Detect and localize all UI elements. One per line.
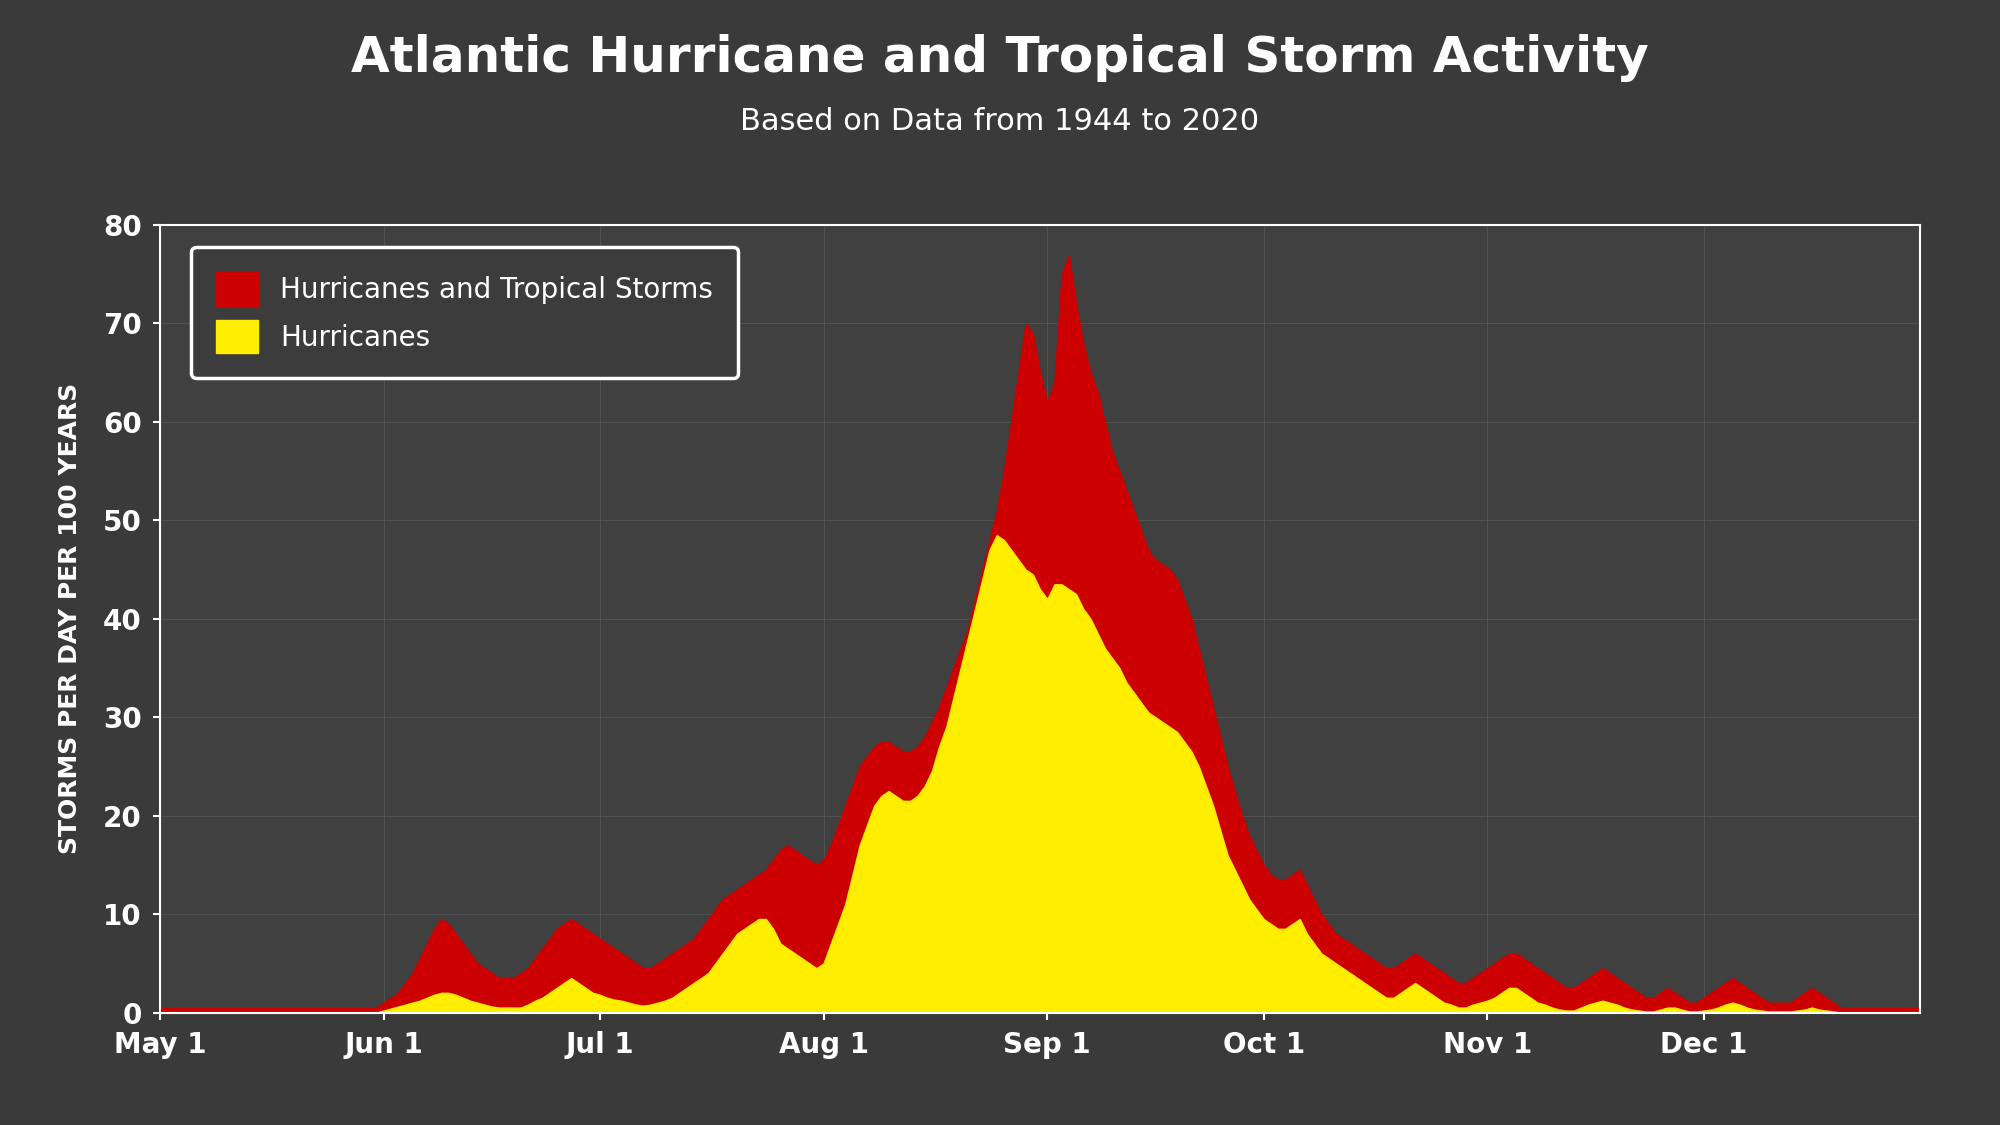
Text: Atlantic Hurricane and Tropical Storm Activity: Atlantic Hurricane and Tropical Storm Ac… [352, 34, 1648, 82]
Y-axis label: STORMS PER DAY PER 100 YEARS: STORMS PER DAY PER 100 YEARS [58, 384, 82, 854]
Text: Based on Data from 1944 to 2020: Based on Data from 1944 to 2020 [740, 107, 1260, 136]
Legend: Hurricanes and Tropical Storms, Hurricanes: Hurricanes and Tropical Storms, Hurrican… [192, 246, 738, 378]
